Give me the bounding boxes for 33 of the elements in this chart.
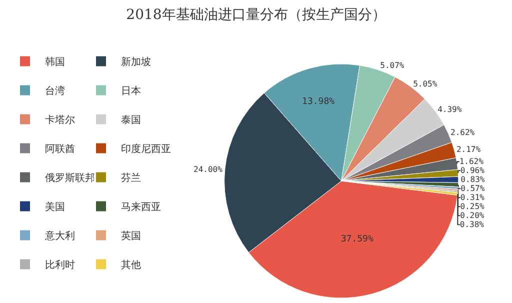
- legend-label: 马来西亚: [121, 201, 161, 214]
- legend-label: 俄罗斯联邦: [45, 172, 95, 184]
- data-label: 24.00%: [194, 165, 223, 174]
- legend-label: 新加坡: [121, 56, 151, 68]
- legend-label: 英国: [121, 230, 141, 242]
- data-label: 0.20%: [460, 211, 484, 220]
- data-label: 5.07%: [380, 61, 404, 70]
- data-label: 0.83%: [460, 175, 485, 184]
- legend-label: 泰国: [121, 115, 141, 126]
- legend-label: 日本: [121, 85, 141, 98]
- legend-label: 美国: [45, 201, 65, 214]
- legend-label: 卡塔尔: [45, 114, 75, 126]
- data-label: 1.62%: [459, 157, 484, 166]
- data-label: 0.96%: [460, 166, 485, 176]
- legend-label: 台湾: [45, 85, 65, 98]
- data-label: 0.25%: [460, 202, 485, 212]
- data-label: 0.38%: [460, 220, 484, 230]
- legend-label: 比利时: [45, 259, 75, 272]
- chart-title: 2018年基础油进口量分布（按生产国分）: [126, 6, 386, 23]
- data-label: 13.98%: [302, 97, 336, 108]
- data-label: 37.59%: [340, 234, 374, 245]
- legend-label: 阿联酋: [45, 143, 75, 156]
- legend-label: 印度尼西亚: [121, 143, 171, 156]
- legend-label: 意大利: [44, 230, 75, 242]
- data-label: 4.39%: [438, 105, 462, 114]
- data-label: 2.17%: [456, 145, 481, 154]
- legend-label: 芬兰: [121, 172, 141, 184]
- data-label: 2.62%: [450, 128, 475, 138]
- legend-label: 韩国: [45, 56, 65, 68]
- data-label: 0.31%: [460, 193, 485, 202]
- legend-label: 其他: [121, 259, 141, 272]
- data-label: 5.05%: [413, 79, 438, 88]
- data-label: 0.57%: [460, 184, 485, 194]
